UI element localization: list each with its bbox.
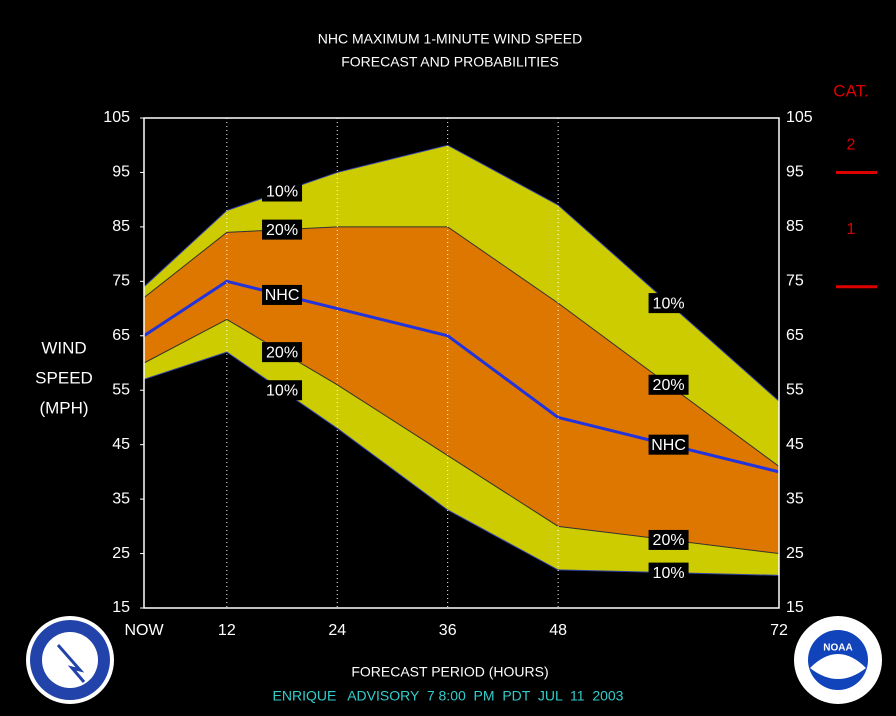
series-label-text: 20% xyxy=(266,222,298,239)
y-tick-label-right: 95 xyxy=(786,164,804,181)
series-label: 20% xyxy=(262,342,303,363)
y-tick-label: 75 xyxy=(112,273,130,290)
series-label-text: 10% xyxy=(266,382,298,399)
y-tick-label-right: 55 xyxy=(786,381,804,398)
y-tick-label-right: 15 xyxy=(786,599,804,616)
series-label: 10% xyxy=(262,380,303,401)
y-tick-label-right: 105 xyxy=(786,109,813,126)
label-box xyxy=(262,284,303,305)
series-label-text: 20% xyxy=(266,344,298,361)
band-fill xyxy=(144,319,779,576)
category-name: 2 xyxy=(847,136,856,153)
series-label-text: 10% xyxy=(653,565,685,582)
y-tick-label: 25 xyxy=(112,545,130,562)
x-tick-label: 72 xyxy=(770,622,788,639)
x-tick-label: 12 xyxy=(218,622,236,639)
series-label-text: NHC xyxy=(651,437,686,454)
logo-bolt xyxy=(56,644,86,683)
noaa-logo: NOAA xyxy=(794,616,882,704)
series-label: 10% xyxy=(648,562,689,583)
forecast-line xyxy=(143,279,780,474)
y-tick-label: 95 xyxy=(112,164,130,181)
y-tick-label-right: 65 xyxy=(786,327,804,344)
x-tick-label: 36 xyxy=(439,622,457,639)
series-label-text: 10% xyxy=(653,295,685,312)
series-label: NHC xyxy=(262,284,303,305)
chart-title: NHC MAXIMUM 1-MINUTE WIND SPEED xyxy=(318,31,582,47)
band-edge xyxy=(143,144,780,402)
series-label: 20% xyxy=(262,219,303,240)
y-axis-label: SPEED xyxy=(35,368,93,387)
x-axis-label: FORECAST PERIOD (HOURS) xyxy=(351,664,548,680)
label-box xyxy=(648,529,689,550)
label-box xyxy=(648,434,689,455)
series-label-text: NHC xyxy=(265,287,300,304)
series-label-text: 10% xyxy=(266,184,298,201)
y-tick-label-right: 75 xyxy=(786,273,804,290)
nws-logo xyxy=(26,616,114,704)
footer: ENRIQUE ADVISORY 7 8:00 PM PDT JUL 11 20… xyxy=(273,688,624,704)
category-name: 1 xyxy=(847,221,856,238)
series-label: 20% xyxy=(648,529,689,550)
logo-text: NOAA xyxy=(823,643,852,654)
y-tick-label: 85 xyxy=(112,218,130,235)
y-tick-label-right: 85 xyxy=(786,218,804,235)
x-tick-label: 48 xyxy=(549,622,567,639)
y-tick-label: 55 xyxy=(112,381,130,398)
series-label-text: 20% xyxy=(653,377,685,394)
x-tick-label: NOW xyxy=(124,622,164,639)
y-axis-label: WIND xyxy=(41,338,86,357)
series-label: 10% xyxy=(648,293,689,314)
y-tick-label: 65 xyxy=(112,327,130,344)
y-tick-label: 45 xyxy=(112,436,130,453)
logo-wave xyxy=(810,654,866,679)
band-edge xyxy=(143,226,780,467)
y-tick-label-right: 25 xyxy=(786,545,804,562)
chart-subtitle: FORECAST AND PROBABILITIES xyxy=(341,54,559,70)
category-title: CAT. xyxy=(833,81,869,100)
label-box xyxy=(648,293,689,314)
series-label: 20% xyxy=(648,374,689,395)
label-box xyxy=(262,181,303,202)
label-box xyxy=(262,380,303,401)
y-tick-label: 15 xyxy=(112,599,130,616)
y-tick-label-right: 45 xyxy=(786,436,804,453)
band-fill xyxy=(144,281,779,554)
series-label: NHC xyxy=(648,434,689,455)
plot-frame xyxy=(143,117,780,609)
series-label-text: 20% xyxy=(653,532,685,549)
y-tick-label-right: 35 xyxy=(786,490,804,507)
label-box xyxy=(262,342,303,363)
label-box xyxy=(262,219,303,240)
label-box xyxy=(648,562,689,583)
band-fill xyxy=(144,145,779,467)
x-tick-label: 24 xyxy=(328,622,346,639)
band-edge xyxy=(143,318,780,555)
y-axis-label: (MPH) xyxy=(39,398,88,417)
band-edge xyxy=(143,351,780,576)
y-tick-label: 35 xyxy=(112,490,130,507)
label-box xyxy=(648,374,689,395)
band-fill xyxy=(144,226,779,472)
y-tick-label: 105 xyxy=(103,109,130,126)
series-label: 10% xyxy=(262,181,303,202)
